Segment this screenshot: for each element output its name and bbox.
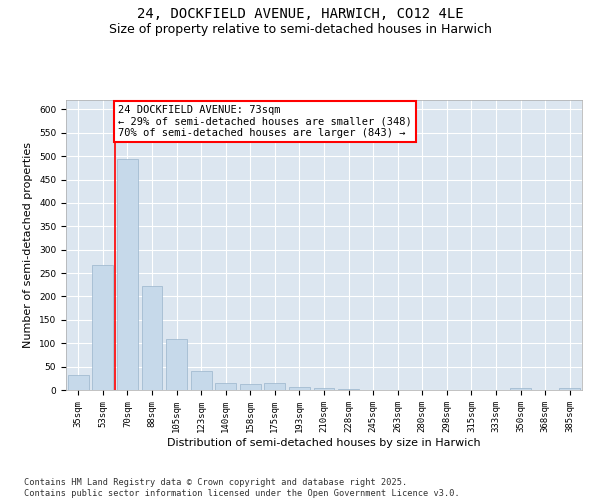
Bar <box>240 384 261 390</box>
Text: Size of property relative to semi-detached houses in Harwich: Size of property relative to semi-detach… <box>109 22 491 36</box>
Bar <box>265 384 286 390</box>
Bar <box>215 384 236 390</box>
Bar <box>338 389 359 390</box>
Bar <box>142 286 163 390</box>
Text: Contains HM Land Registry data © Crown copyright and database right 2025.
Contai: Contains HM Land Registry data © Crown c… <box>24 478 460 498</box>
Bar <box>117 160 138 390</box>
Y-axis label: Number of semi-detached properties: Number of semi-detached properties <box>23 142 34 348</box>
Bar <box>510 388 531 390</box>
Bar <box>289 386 310 390</box>
Bar <box>191 372 212 390</box>
Text: 24, DOCKFIELD AVENUE, HARWICH, CO12 4LE: 24, DOCKFIELD AVENUE, HARWICH, CO12 4LE <box>137 8 463 22</box>
Bar <box>92 265 113 390</box>
Text: 24 DOCKFIELD AVENUE: 73sqm
← 29% of semi-detached houses are smaller (348)
70% o: 24 DOCKFIELD AVENUE: 73sqm ← 29% of semi… <box>118 104 412 138</box>
Bar <box>314 388 334 390</box>
Bar <box>559 388 580 390</box>
Bar <box>166 340 187 390</box>
Bar <box>68 374 89 390</box>
X-axis label: Distribution of semi-detached houses by size in Harwich: Distribution of semi-detached houses by … <box>167 438 481 448</box>
